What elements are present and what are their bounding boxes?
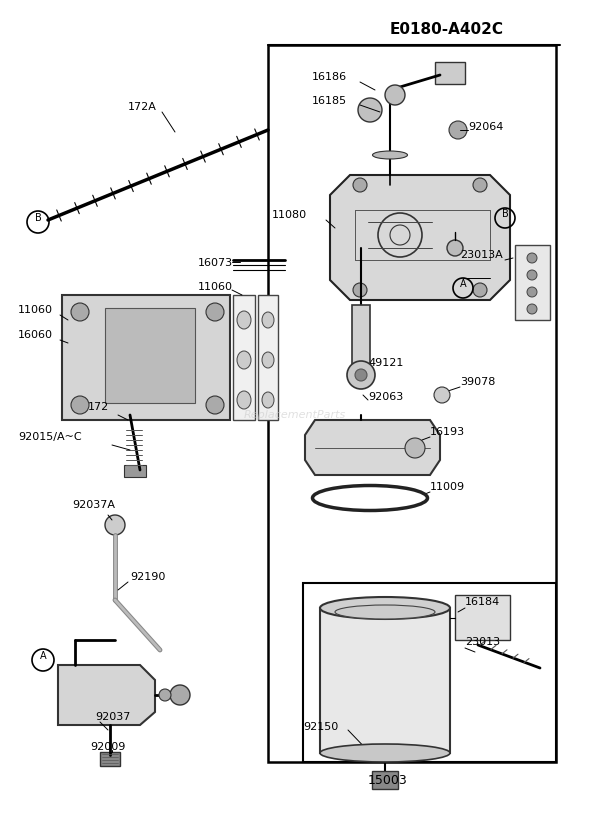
- Circle shape: [353, 178, 367, 192]
- Circle shape: [527, 270, 537, 280]
- Circle shape: [206, 303, 224, 321]
- Text: 16060: 16060: [18, 330, 53, 340]
- Ellipse shape: [262, 392, 274, 408]
- Circle shape: [355, 369, 367, 381]
- Bar: [515, 245, 550, 320]
- Circle shape: [71, 396, 89, 414]
- Circle shape: [527, 253, 537, 263]
- Text: A: A: [460, 279, 466, 289]
- Circle shape: [105, 515, 125, 535]
- Ellipse shape: [372, 151, 408, 159]
- Ellipse shape: [335, 605, 435, 619]
- Text: 92190: 92190: [130, 572, 165, 582]
- Text: 16186: 16186: [312, 72, 347, 82]
- Text: 16073: 16073: [198, 258, 233, 268]
- Bar: [124, 465, 146, 477]
- Circle shape: [449, 121, 467, 139]
- Text: 39078: 39078: [460, 377, 496, 387]
- Polygon shape: [62, 295, 230, 420]
- Text: 172: 172: [88, 402, 109, 412]
- Text: 92037: 92037: [95, 712, 130, 722]
- Circle shape: [473, 178, 487, 192]
- Text: 11080: 11080: [272, 210, 307, 220]
- Text: 49121: 49121: [368, 358, 404, 368]
- Text: 172A: 172A: [128, 102, 157, 112]
- Text: 16185: 16185: [312, 96, 347, 106]
- Text: 92150: 92150: [303, 722, 338, 732]
- Circle shape: [473, 283, 487, 297]
- Bar: [320, 608, 450, 753]
- Text: 92037A: 92037A: [72, 500, 115, 510]
- Bar: [372, 771, 398, 789]
- Circle shape: [405, 438, 425, 458]
- Circle shape: [347, 361, 375, 389]
- Text: 92063: 92063: [368, 392, 403, 402]
- Text: 16184: 16184: [465, 597, 500, 607]
- Bar: [100, 752, 120, 766]
- Bar: [352, 305, 370, 365]
- Text: 16193: 16193: [430, 427, 465, 437]
- Circle shape: [434, 387, 450, 403]
- Text: A: A: [40, 651, 46, 661]
- Text: 23013A: 23013A: [460, 250, 503, 260]
- Bar: [258, 295, 278, 420]
- Polygon shape: [330, 175, 510, 300]
- Circle shape: [159, 689, 171, 701]
- Text: 92009: 92009: [90, 742, 126, 752]
- Bar: [303, 583, 556, 762]
- Circle shape: [170, 685, 190, 705]
- Text: B: B: [502, 209, 509, 219]
- Polygon shape: [58, 665, 155, 725]
- Circle shape: [353, 283, 367, 297]
- Circle shape: [447, 240, 463, 256]
- Text: E0180-A402C: E0180-A402C: [390, 22, 504, 37]
- Text: 11009: 11009: [430, 482, 465, 492]
- Text: 11060: 11060: [198, 282, 233, 292]
- Bar: [435, 62, 465, 84]
- Ellipse shape: [320, 597, 450, 619]
- Text: 92064: 92064: [468, 122, 503, 132]
- Bar: [455, 595, 510, 640]
- Bar: [233, 295, 255, 420]
- Polygon shape: [305, 420, 440, 475]
- Text: 92015/A~C: 92015/A~C: [18, 432, 81, 442]
- Ellipse shape: [237, 391, 251, 409]
- Ellipse shape: [237, 351, 251, 369]
- Ellipse shape: [262, 352, 274, 368]
- Text: B: B: [35, 213, 41, 223]
- Text: 15003: 15003: [368, 774, 408, 787]
- Text: 23013: 23013: [465, 637, 500, 647]
- Text: 11060: 11060: [18, 305, 53, 315]
- Text: ReplacementParts: ReplacementParts: [244, 410, 346, 420]
- Ellipse shape: [262, 312, 274, 328]
- Circle shape: [385, 85, 405, 105]
- Ellipse shape: [320, 744, 450, 762]
- Circle shape: [358, 98, 382, 122]
- Bar: [105, 308, 195, 403]
- Bar: [268, 45, 556, 762]
- Circle shape: [71, 303, 89, 321]
- Ellipse shape: [237, 311, 251, 329]
- Circle shape: [527, 304, 537, 314]
- Circle shape: [206, 396, 224, 414]
- Circle shape: [527, 287, 537, 297]
